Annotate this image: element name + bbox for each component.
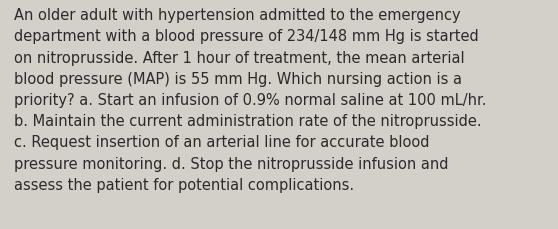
Text: An older adult with hypertension admitted to the emergency
department with a blo: An older adult with hypertension admitte… bbox=[14, 8, 487, 192]
